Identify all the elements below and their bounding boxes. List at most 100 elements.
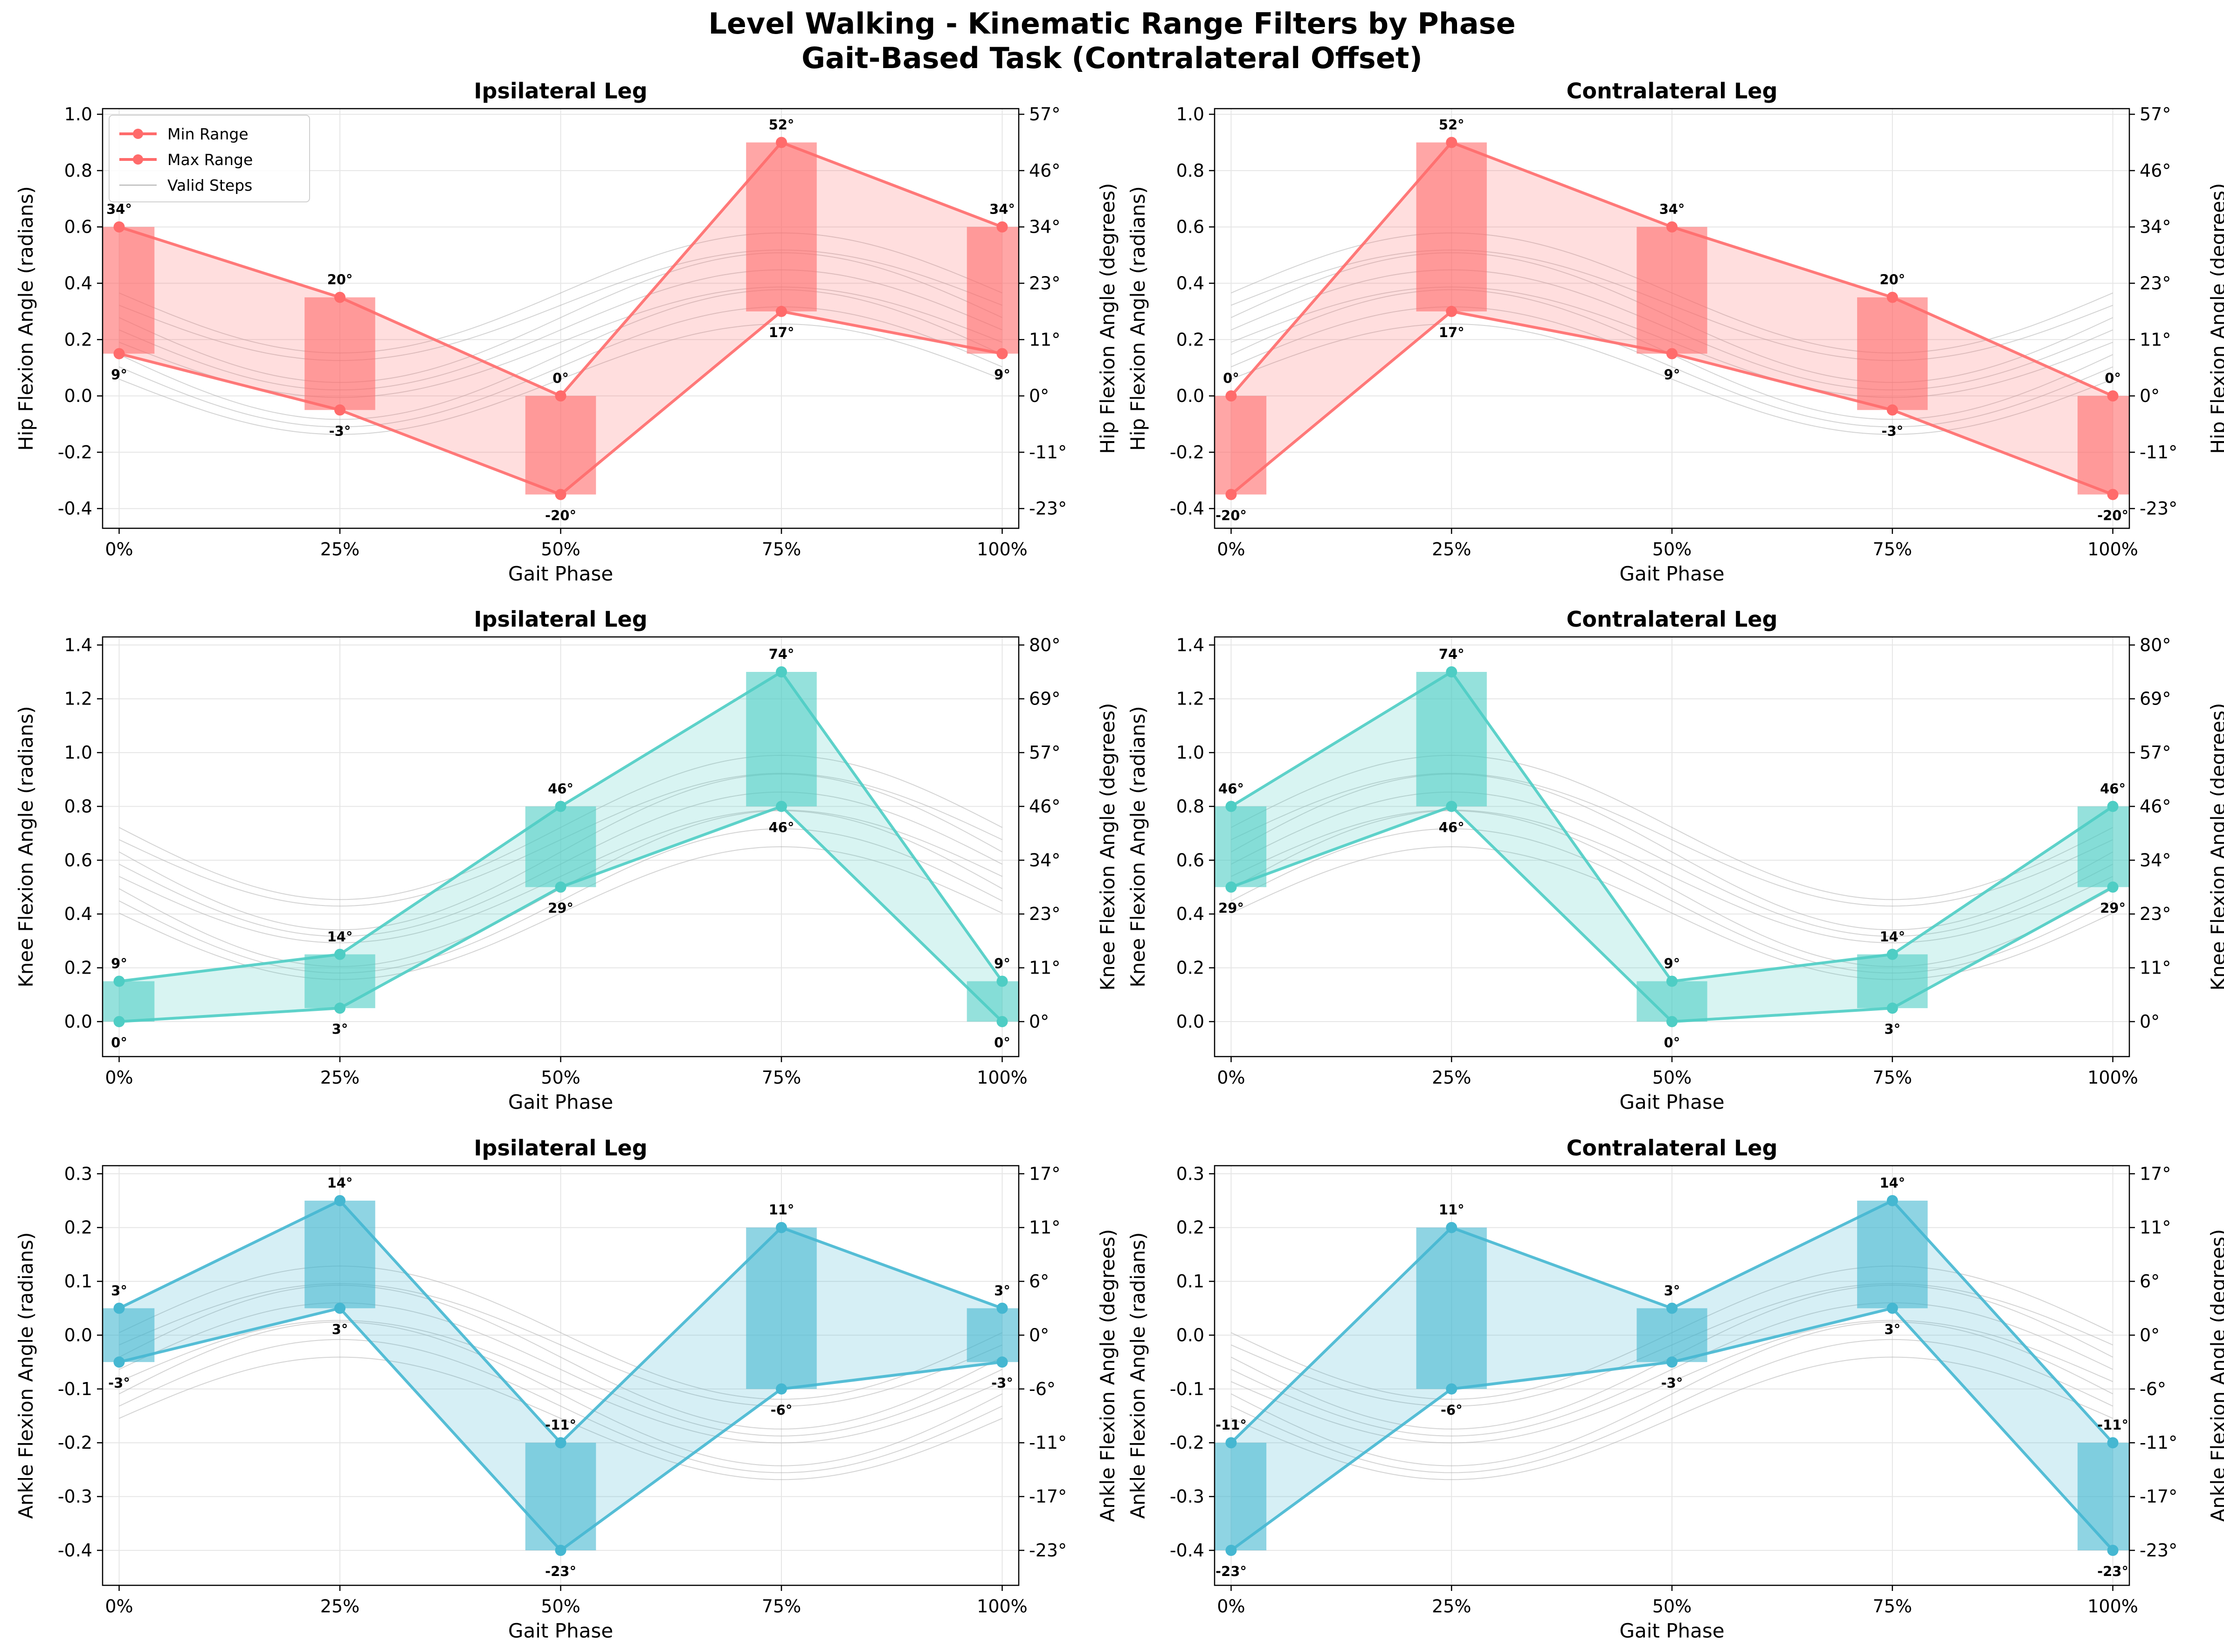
- min-degree-label: -3°: [1661, 1375, 1683, 1391]
- range-bar: [304, 297, 375, 410]
- min-range-point: [334, 1002, 346, 1014]
- x-tick-label: 25%: [1432, 1596, 1471, 1617]
- y-tick-label: 0.0: [64, 1011, 92, 1032]
- y-tick-label: -0.2: [58, 442, 92, 463]
- y2-tick-label: -23°: [1029, 1540, 1067, 1561]
- min-degree-label: -3°: [1881, 423, 1903, 439]
- x-tick-label: 25%: [320, 539, 359, 560]
- y-tick-label: 0.3: [1176, 1163, 1204, 1184]
- y-tick-label: -0.4: [1170, 498, 1204, 519]
- max-range-point: [1666, 221, 1678, 233]
- x-tick-label: 50%: [1652, 1067, 1692, 1088]
- min-degree-label: 9°: [994, 367, 1010, 383]
- range-bar: [1416, 672, 1487, 807]
- y-tick-label: 0.0: [64, 1325, 92, 1345]
- legend-label-min: Min Range: [167, 125, 249, 143]
- max-degree-label: 14°: [327, 1175, 353, 1191]
- min-range-point: [1666, 1016, 1678, 1027]
- max-degree-label: 3°: [111, 1283, 127, 1299]
- max-range-point: [775, 137, 787, 148]
- y2-tick-label: 11°: [1029, 1217, 1060, 1238]
- legend-marker-min: [133, 129, 143, 139]
- min-range-point: [1225, 489, 1237, 500]
- y2-tick-label: 0°: [1029, 386, 1049, 406]
- min-degree-label: 9°: [1664, 367, 1680, 383]
- min-degree-label: 0°: [994, 1035, 1010, 1051]
- y2-tick-label: -11°: [2140, 1432, 2177, 1453]
- subplot-ankle-ipsilateral: 3° 14° -11° 11° 3° -3° 3° -23° -6° -3° -0.4 -0.3 -0.…: [14, 1135, 1119, 1642]
- subplot-title: Ipsilateral Leg: [474, 1135, 647, 1161]
- subplot-ankle-contralateral: -11° 11° 3° 14° -11° -23° -6° -3° 3° -23° -0.4 -0.3…: [1126, 1135, 2224, 1642]
- max-range-point: [2107, 801, 2119, 812]
- valid-step-trace: [1231, 1321, 2113, 1466]
- max-degree-label: 34°: [989, 201, 1015, 217]
- max-range-point: [1446, 137, 1457, 148]
- range-bar: [103, 1308, 155, 1362]
- x-tick-label: 100%: [977, 1067, 1028, 1088]
- x-tick-label: 0%: [105, 1596, 133, 1617]
- subplot-title: Contralateral Leg: [1567, 78, 1778, 104]
- y2-tick-label: 0°: [2140, 1325, 2160, 1345]
- y2-tick-label: 57°: [2140, 742, 2171, 763]
- min-range-point: [555, 489, 566, 500]
- max-degree-label: 74°: [1439, 646, 1464, 662]
- valid-step-trace: [1231, 809, 2113, 943]
- y2-tick-label: 11°: [1029, 958, 1060, 978]
- max-range-point: [113, 1302, 125, 1314]
- x-tick-label: 50%: [541, 539, 580, 560]
- min-degree-label: -23°: [2097, 1563, 2128, 1579]
- max-degree-label: -11°: [1216, 1417, 1247, 1433]
- y-axis-label: Hip Flexion Angle (radians): [14, 186, 37, 451]
- min-degree-label: 0°: [1664, 1035, 1680, 1051]
- y-tick-label: 1.0: [1176, 104, 1204, 124]
- max-degree-label: 3°: [994, 1283, 1010, 1299]
- y2-tick-label: -11°: [1029, 1432, 1067, 1453]
- min-degree-label: 17°: [1439, 325, 1464, 340]
- max-range-point: [1886, 291, 1898, 303]
- valid-step-trace: [119, 1356, 1002, 1480]
- y2-tick-label: 11°: [1029, 329, 1060, 350]
- y-tick-label: 0.0: [64, 386, 92, 406]
- y-tick-label: -0.4: [58, 498, 92, 519]
- min-degree-label: -20°: [545, 508, 576, 524]
- y-tick-label: 1.4: [1176, 635, 1204, 655]
- y-tick-label: 0.6: [64, 850, 92, 871]
- max-range-point: [1666, 1302, 1678, 1314]
- max-range-point: [555, 390, 566, 402]
- y2-tick-label: 57°: [2140, 104, 2171, 124]
- y-tick-label: 0.2: [64, 958, 92, 978]
- y2-tick-label: 34°: [2140, 850, 2171, 871]
- max-degree-label: 0°: [553, 370, 569, 386]
- max-range-point: [334, 1195, 346, 1206]
- y-tick-label: 1.2: [1176, 689, 1204, 709]
- y-tick-label: 0.0: [1176, 386, 1204, 406]
- valid-step-trace: [119, 1265, 1002, 1400]
- max-degree-label: 11°: [1439, 1202, 1464, 1218]
- y-tick-label: 1.2: [64, 689, 92, 709]
- min-range-point: [113, 1356, 125, 1368]
- y2-tick-label: 34°: [1029, 217, 1060, 237]
- y-tick-label: 0.2: [64, 1217, 92, 1238]
- valid-step-trace: [1231, 773, 2113, 931]
- max-degree-label: 74°: [769, 646, 794, 662]
- min-range-point: [775, 1383, 787, 1395]
- max-degree-label: 3°: [1664, 1283, 1680, 1299]
- x-axis-label: Gait Phase: [508, 1619, 613, 1642]
- max-degree-label: 20°: [1879, 272, 1905, 288]
- y-tick-label: 1.0: [64, 742, 92, 763]
- y-tick-label: -0.4: [58, 1540, 92, 1561]
- max-range-point: [1446, 1222, 1457, 1233]
- min-range-point: [113, 1016, 125, 1027]
- range-bar: [1857, 1201, 1928, 1308]
- min-range-point: [1886, 1002, 1898, 1014]
- max-range-point: [1886, 1195, 1898, 1206]
- legend-box: [109, 115, 310, 202]
- valid-step-trace: [119, 1321, 1002, 1466]
- max-range-point: [775, 666, 787, 677]
- valid-step-trace: [1231, 773, 2113, 907]
- min-range-point: [775, 305, 787, 317]
- min-degree-label: -3°: [991, 1375, 1013, 1391]
- y-tick-label: -0.1: [1170, 1379, 1204, 1399]
- y-tick-label: 0.8: [64, 160, 92, 181]
